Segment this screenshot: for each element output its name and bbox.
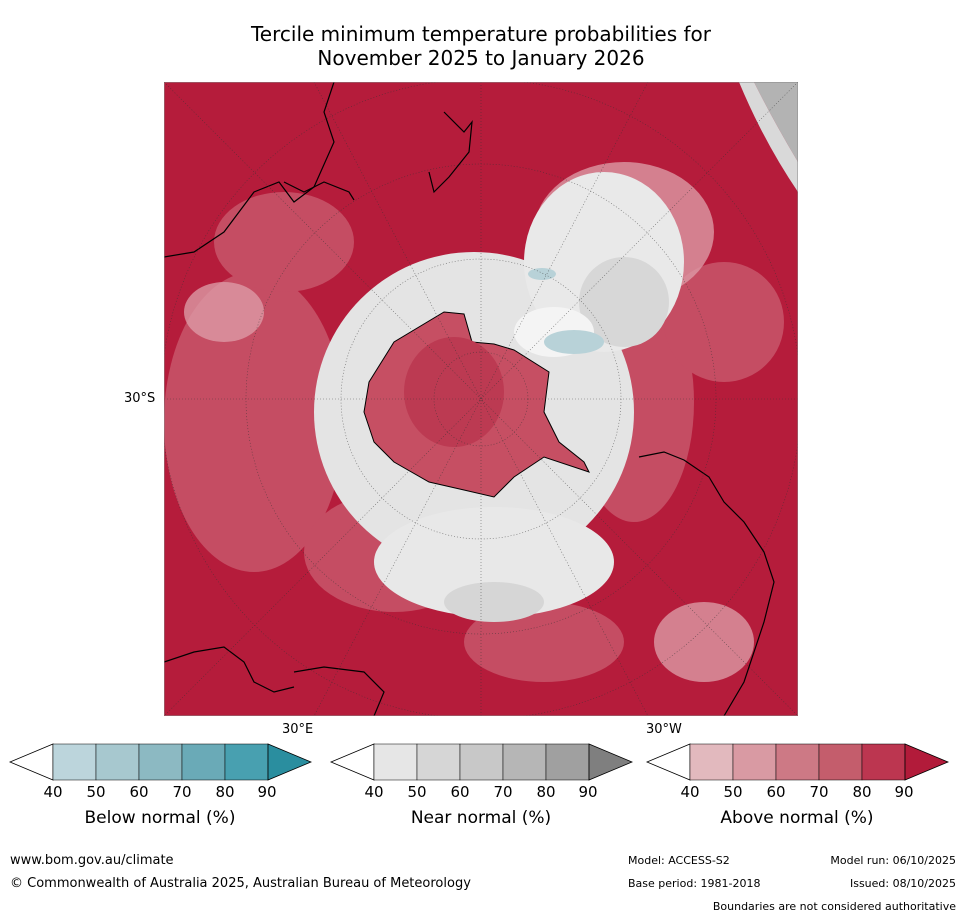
top-right-grey — [754, 82, 798, 162]
footer-model-run: Model run: 06/10/2025 — [830, 854, 956, 867]
longitude-label-30w: 30°W — [646, 722, 682, 737]
tick-label: 50 — [723, 783, 743, 801]
tick-label: 50 — [407, 783, 427, 801]
footer-copyright: © Commonwealth of Australia 2025, Austra… — [10, 876, 471, 891]
tick-label: 80 — [852, 783, 872, 801]
tick-label: 60 — [450, 783, 470, 801]
colorbar-segment — [775, 743, 820, 781]
colorbar-above-title: Above normal (%) — [720, 808, 874, 828]
colorbar-segment — [459, 743, 504, 781]
tick-label: 70 — [809, 783, 829, 801]
longitude-label-30e: 30°E — [282, 722, 314, 737]
colorbar-below-title: Below normal (%) — [84, 808, 236, 828]
colorbar-below-normal — [8, 743, 312, 781]
tick-label: 90 — [257, 783, 277, 801]
probability-map — [164, 82, 798, 716]
colorbar-extend-low — [329, 743, 375, 781]
colorbar-segment — [818, 743, 863, 781]
colorbar-segment — [545, 743, 590, 781]
colorbar-near-title: Near normal (%) — [410, 808, 552, 828]
colorbar-segment — [416, 743, 461, 781]
tick-label: 80 — [215, 783, 235, 801]
colorbar-segment — [224, 743, 269, 781]
colorbar-segment — [138, 743, 183, 781]
tick-label: 40 — [43, 783, 63, 801]
title-line-1: Tercile minimum temperature probabilitie… — [250, 22, 712, 46]
footer-issued: Issued: 08/10/2025 — [849, 877, 956, 890]
chart-title: Tercile minimum temperature probabilitie… — [164, 22, 798, 70]
colorbar-segment — [861, 743, 906, 781]
colorbar-extend-low — [645, 743, 691, 781]
tick-label: 80 — [536, 783, 556, 801]
tick-label: 40 — [364, 783, 384, 801]
tick-label: 50 — [86, 783, 106, 801]
tick-label: 60 — [766, 783, 786, 801]
title-line-2: November 2025 to January 2026 — [317, 46, 645, 70]
tick-label: 70 — [493, 783, 513, 801]
footer-url[interactable]: www.bom.gov.au/climate — [10, 853, 174, 868]
tick-label: 60 — [129, 783, 149, 801]
latitude-label-30s: 30°S — [124, 391, 156, 406]
colorbar-extend-high — [904, 743, 949, 781]
colorbar-above-normal — [645, 743, 949, 781]
colorbar-segment — [95, 743, 140, 781]
graticule — [164, 82, 798, 716]
tick-label: 90 — [894, 783, 914, 801]
colorbar-segment — [373, 743, 418, 781]
colorbar-segment — [732, 743, 777, 781]
footer-disclaimer: Boundaries are not considered authoritat… — [712, 900, 956, 913]
colorbar-segment — [689, 743, 734, 781]
tick-label: 70 — [172, 783, 192, 801]
colorbar-near-normal — [329, 743, 633, 781]
colorbar-segment — [52, 743, 97, 781]
colorbar-extend-high — [267, 743, 312, 781]
top-right-lightgrey — [739, 82, 798, 192]
coastlines — [164, 82, 775, 716]
below-normal-patches — [528, 268, 604, 354]
colorbar-extend-high — [588, 743, 633, 781]
antarctica-core — [404, 337, 504, 447]
tick-label: 90 — [578, 783, 598, 801]
colorbar-extend-low — [8, 743, 54, 781]
footer-model: Model: ACCESS-S2 — [628, 854, 730, 867]
colorbar-segment — [502, 743, 547, 781]
footer-base-period: Base period: 1981-2018 — [628, 877, 761, 890]
tick-label: 40 — [680, 783, 700, 801]
colorbar-segment — [181, 743, 226, 781]
